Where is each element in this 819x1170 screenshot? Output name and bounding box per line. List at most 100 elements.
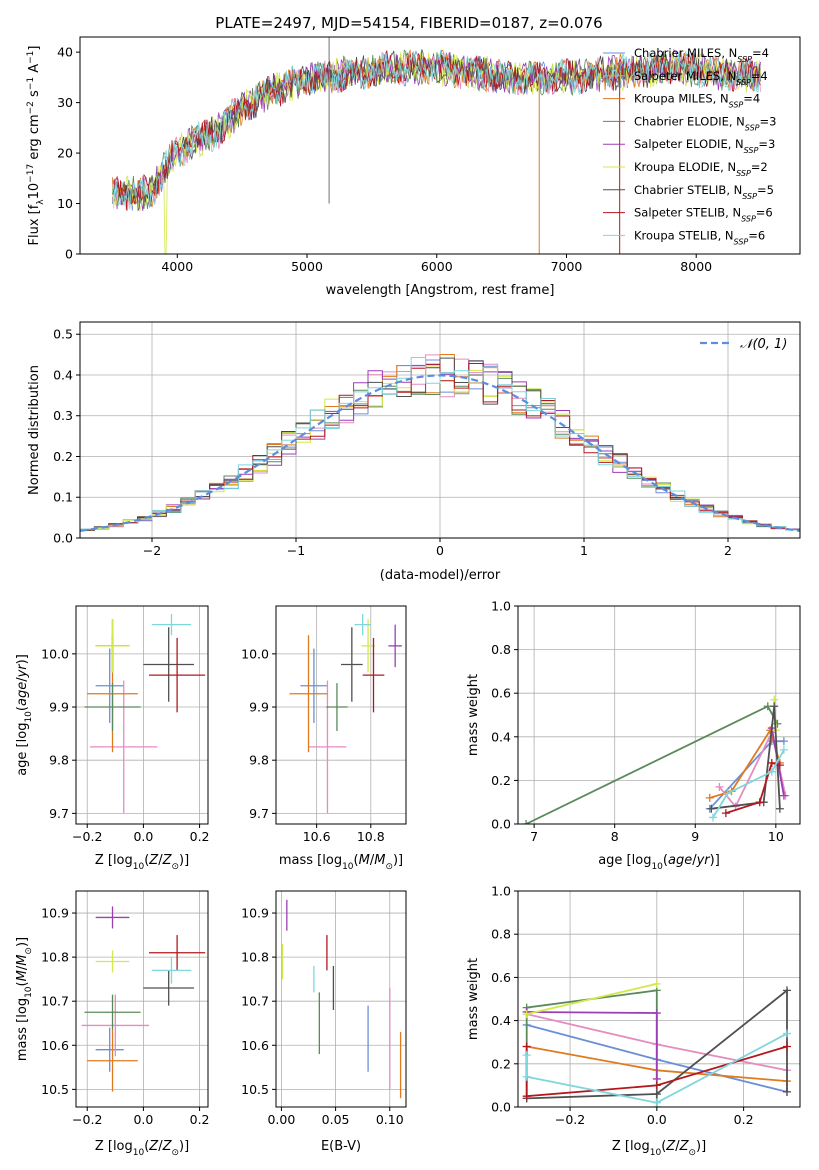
legend-entry-label: Kroupa MILES, N bbox=[634, 92, 729, 106]
label-part: mass [ bbox=[279, 853, 322, 868]
label-part: M bbox=[15, 955, 30, 966]
x-tick-label: 0.05 bbox=[322, 1112, 350, 1127]
legend-entry: Chabrier STELIB, NSSP=5 bbox=[634, 183, 774, 201]
x-tick-label: 0.0 bbox=[133, 1112, 153, 1127]
histograms bbox=[80, 354, 800, 532]
label-part: / bbox=[675, 1139, 680, 1154]
legend-entry-subscript: SSP bbox=[736, 77, 751, 86]
y-tick-label: 10.7 bbox=[241, 994, 269, 1009]
weight-marker-kroupa-stelib bbox=[779, 745, 788, 754]
y-tick-label: 10.0 bbox=[241, 646, 269, 661]
label-part: / bbox=[158, 1139, 163, 1154]
x-tick-label: −0.2 bbox=[72, 829, 102, 844]
y-tick-label: 9.7 bbox=[249, 806, 269, 821]
label-part: age bbox=[15, 682, 30, 706]
mass-vs-metallicity-panel: −0.2 0.0 0.210.510.610.710.810.9Z [log10(Z… bbox=[15, 890, 210, 1158]
label-part: ( bbox=[354, 853, 359, 868]
y-tick-label: 0.8 bbox=[491, 642, 511, 657]
label-part: age [ bbox=[598, 853, 631, 868]
label-part: Flux [f bbox=[27, 204, 42, 245]
age-vs-metallicity-panel: −0.2 0.0 0.29.79.89.910.0Z [log10(Z/Z⊙)]ag… bbox=[15, 605, 210, 872]
x-tick-label: 0.0 bbox=[647, 1112, 667, 1127]
legend-entry-count: =5 bbox=[757, 183, 774, 197]
label-part: 10 bbox=[133, 1148, 145, 1158]
x-axis-label: age [log10(age/yr)] bbox=[598, 853, 720, 872]
legend-entry: Salpeter ELODIE, NSSP=3 bbox=[634, 137, 775, 155]
weight-marker-salpeter-elodie bbox=[779, 791, 788, 800]
weight-line-chabrier-stelib bbox=[711, 706, 781, 810]
y-tick-label: 30 bbox=[57, 95, 73, 110]
y-axis-label: Normed distribution bbox=[27, 365, 42, 495]
legend-normal-label: 𝒩(0, 1) bbox=[740, 337, 787, 352]
weight-marker-kroupa-stelib bbox=[767, 767, 776, 776]
plot-area bbox=[518, 891, 800, 1107]
legend-entry-label: Salpeter ELODIE, N bbox=[634, 137, 744, 151]
plot-area bbox=[518, 606, 800, 824]
label-part: / bbox=[692, 853, 697, 868]
weight-marker-chabrier-stelib bbox=[775, 804, 784, 813]
y-tick-label: 0.2 bbox=[491, 1056, 511, 1071]
x-axis-label: wavelength [Angstrom, rest frame] bbox=[326, 283, 555, 298]
weight-marker-salpeter-stelib bbox=[775, 761, 784, 770]
y-tick-label: 0 bbox=[65, 247, 73, 262]
weight-marker-salpeter-stelib bbox=[721, 809, 730, 818]
legend-entry-count: =4 bbox=[751, 69, 768, 83]
weight-marker-kroupa-stelib bbox=[723, 789, 732, 798]
weight-marker-kroupa-stelib bbox=[652, 1098, 661, 1107]
plot-area bbox=[276, 606, 406, 824]
label-part: Z bbox=[162, 853, 173, 868]
legend-entry: Kroupa ELODIE, NSSP=2 bbox=[634, 160, 768, 178]
weight-marker-kroupa-stelib bbox=[708, 813, 717, 822]
weight-marker-salpeter-stelib bbox=[755, 798, 764, 807]
label-part: A bbox=[27, 64, 42, 77]
y-tick-label: 0.4 bbox=[491, 1013, 511, 1028]
label-part: )] bbox=[393, 853, 403, 868]
label-part: ⊙ bbox=[171, 1148, 179, 1158]
label-part: log bbox=[113, 853, 133, 868]
x-tick-label: 0.10 bbox=[376, 1112, 404, 1127]
weight-marker-kroupa-miles bbox=[705, 793, 714, 802]
weight-marker-salpeter-stelib bbox=[782, 1042, 791, 1051]
y-tick-label: 10.9 bbox=[41, 906, 69, 921]
label-part: )] bbox=[15, 937, 30, 947]
axes-frame bbox=[275, 890, 407, 1108]
x-tick-label: 7 bbox=[530, 829, 538, 844]
x-tick-label: 0.0 bbox=[133, 829, 153, 844]
weight-marker-chabrier-stelib bbox=[782, 986, 791, 995]
weight-line-kroupa-stelib bbox=[712, 749, 785, 818]
label-part: )] bbox=[696, 1139, 706, 1154]
y-tick-label: 9.8 bbox=[249, 753, 269, 768]
legend-entry-subscript: SSP bbox=[745, 123, 760, 132]
label-part: Z bbox=[162, 1139, 173, 1154]
label-part: / bbox=[158, 853, 163, 868]
y-tick-label: 1.0 bbox=[491, 599, 511, 614]
weight-marker-kroupa-stelib bbox=[522, 1051, 531, 1060]
y-tick-label: 0.6 bbox=[491, 970, 511, 985]
error-bars bbox=[281, 899, 402, 1099]
y-axis-label: mass [log10(M/M⊙)] bbox=[15, 937, 34, 1061]
label-part: M bbox=[359, 853, 370, 868]
label-part: )] bbox=[710, 853, 720, 868]
x-tick-label: 8 bbox=[611, 829, 619, 844]
x-tick-label: 0.2 bbox=[190, 829, 210, 844]
y-tick-label: 10.5 bbox=[41, 1082, 69, 1097]
axes-frame bbox=[79, 321, 801, 539]
legend-entry-label: Kroupa ELODIE, N bbox=[634, 160, 736, 174]
x-axis-label: Z [log10(Z/Z⊙)] bbox=[612, 1139, 706, 1158]
x-tick-label: 0.2 bbox=[190, 1112, 210, 1127]
label-part: ( bbox=[661, 1139, 666, 1154]
legend-entry: Kroupa MILES, NSSP=4 bbox=[634, 92, 760, 110]
x-tick-label: −1 bbox=[287, 543, 305, 558]
x-axis-label: mass [log10(M/M⊙)] bbox=[279, 853, 403, 872]
y-tick-label: 10.6 bbox=[241, 1038, 269, 1053]
y-tick-label: 9.8 bbox=[49, 753, 69, 768]
label-part: ( bbox=[663, 853, 668, 868]
label-part: )] bbox=[179, 1139, 189, 1154]
weight-marker-kroupa-elodie bbox=[652, 979, 661, 988]
legend-entry-subscript: SSP bbox=[737, 55, 752, 64]
y-tick-label: 9.9 bbox=[49, 700, 69, 715]
legend-entry-count: =3 bbox=[758, 137, 775, 151]
y-tick-label: 10.5 bbox=[241, 1082, 269, 1097]
legend-entry-count: =4 bbox=[743, 92, 760, 106]
